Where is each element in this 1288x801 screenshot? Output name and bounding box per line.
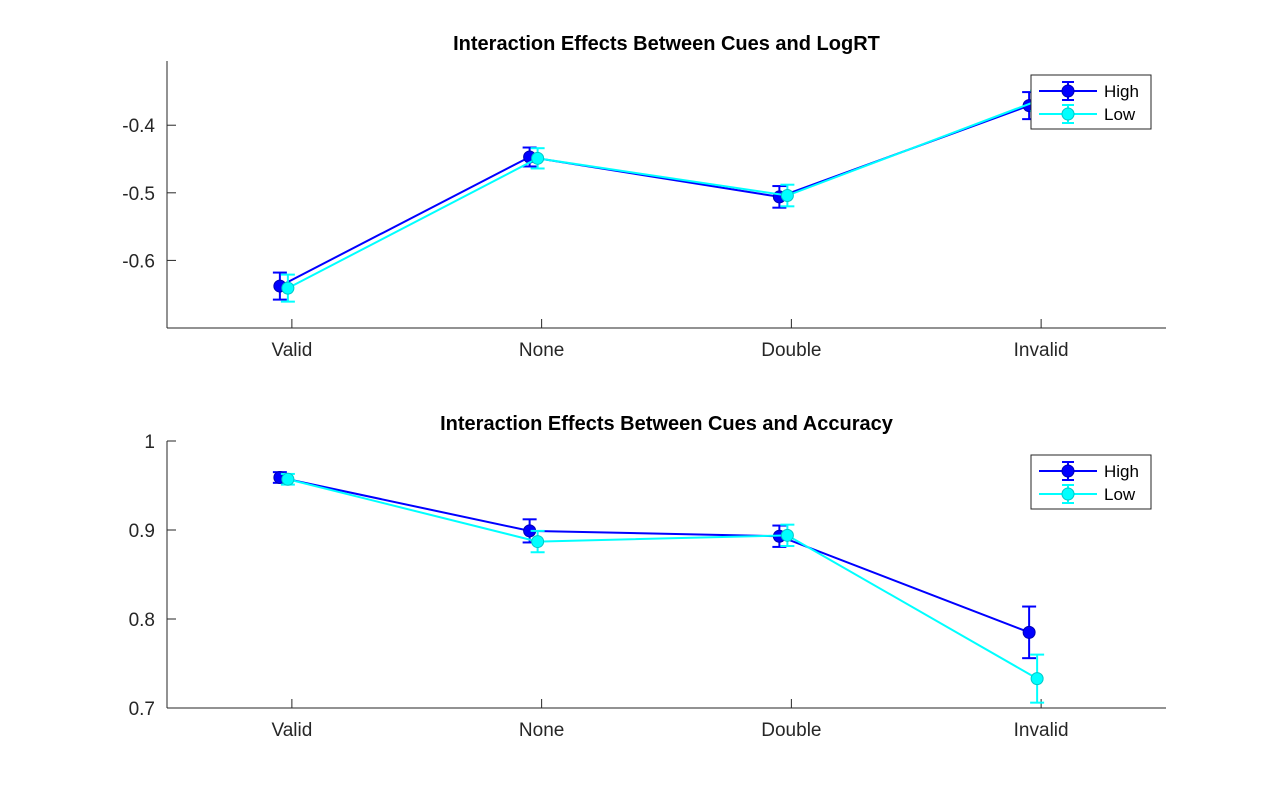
- y-tick-label: 1: [144, 432, 155, 453]
- series-low: [280, 472, 1045, 704]
- legend-label: High: [1104, 82, 1139, 101]
- legend-marker: [1061, 84, 1075, 98]
- chart-panel-1: Interaction Effects Between Cues and Log…: [122, 33, 1166, 361]
- data-point: [281, 281, 295, 295]
- y-tick-label: -0.6: [122, 251, 155, 272]
- legend-label: Low: [1104, 105, 1136, 124]
- series-line-low: [287, 478, 1038, 680]
- y-tick-label: 0.7: [129, 699, 155, 720]
- series-line-high: [279, 476, 1030, 634]
- x-tick-label: Double: [761, 340, 821, 361]
- series-high: [272, 91, 1037, 301]
- series-line-low: [287, 99, 1038, 290]
- y-tick-label: -0.4: [122, 116, 155, 137]
- y-tick-label: -0.5: [122, 184, 155, 205]
- legend-entry-high: High: [1039, 81, 1139, 101]
- legend-box: [1030, 74, 1152, 130]
- legend: High Low: [1030, 74, 1152, 130]
- legend-marker: [1061, 107, 1075, 121]
- data-point: [531, 151, 545, 165]
- legend-marker: [1061, 464, 1075, 478]
- series-high: [272, 470, 1037, 660]
- legend-entry-low: Low: [1039, 104, 1136, 124]
- legend-entry-low: Low: [1039, 484, 1136, 504]
- x-tick-label: Valid: [271, 340, 312, 361]
- data-point: [1030, 672, 1044, 686]
- x-tick-label: None: [519, 720, 564, 741]
- legend-box: [1030, 454, 1152, 510]
- data-point: [1022, 625, 1036, 639]
- x-tick-label: Invalid: [1014, 340, 1069, 361]
- legend-marker: [1061, 487, 1075, 501]
- x-tick-label: None: [519, 340, 564, 361]
- x-tick-label: Valid: [271, 720, 312, 741]
- y-tick-label: 0.9: [129, 521, 155, 542]
- legend-label: Low: [1104, 485, 1136, 504]
- y-tick-label: 0.8: [129, 610, 155, 631]
- x-tick-label: Invalid: [1014, 720, 1069, 741]
- series-low: [280, 89, 1045, 303]
- legend-entry-high: High: [1039, 461, 1139, 481]
- data-point: [780, 189, 794, 203]
- data-point: [531, 535, 545, 549]
- chart-panel-2: Interaction Effects Between Cues and Acc…: [129, 413, 1166, 741]
- legend-label: High: [1104, 462, 1139, 481]
- series-line-high: [279, 104, 1030, 287]
- chart-title: Interaction Effects Between Cues and Log…: [453, 33, 880, 55]
- data-point: [281, 472, 295, 486]
- data-point: [780, 528, 794, 542]
- chart-title: Interaction Effects Between Cues and Acc…: [440, 413, 894, 435]
- x-tick-label: Double: [761, 720, 821, 741]
- legend: High Low: [1030, 454, 1152, 510]
